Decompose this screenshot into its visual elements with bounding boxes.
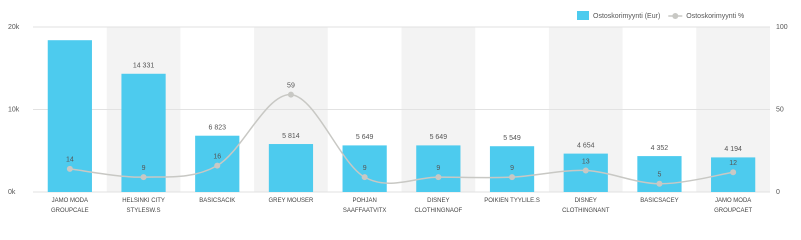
chart: 0k 10k 20k 0 50 100 14 331 6 823 5 814 5 649 5 649… bbox=[8, 11, 788, 196]
bar bbox=[342, 145, 387, 192]
bar bbox=[121, 73, 166, 192]
x-tick-label: DISNEY CLOTHINGNAOF bbox=[414, 198, 463, 214]
x-tick-label: JAMO MODA GROUPCAET bbox=[714, 198, 753, 214]
legend-swatch bbox=[577, 11, 589, 20]
line-point bbox=[214, 162, 221, 169]
line-value-label: 9 bbox=[142, 165, 146, 172]
line-point bbox=[361, 174, 368, 181]
line-point bbox=[140, 174, 147, 181]
legend-label: Ostoskorimyynti % bbox=[686, 13, 744, 20]
bar-value-label: 5 649 bbox=[356, 134, 374, 141]
bar-value-label: 4 352 bbox=[651, 145, 669, 152]
line-point bbox=[656, 180, 663, 187]
bar bbox=[416, 145, 461, 192]
line bbox=[69, 93, 734, 185]
x-tick-label: BASICSACEY bbox=[640, 198, 679, 204]
line-value-label: 12 bbox=[729, 160, 737, 167]
legend-marker bbox=[672, 13, 679, 19]
legend-label: Ostoskorimyynti (Eur) bbox=[593, 13, 660, 20]
bar bbox=[489, 146, 535, 192]
line-point bbox=[66, 165, 73, 172]
page: 0k 10k 20k 0 50 100 14 331 6 823 5 814 5 649 5 649… bbox=[8, 11, 788, 214]
x-tick-label: BASICSACIK bbox=[199, 198, 236, 204]
line-point bbox=[509, 174, 516, 181]
line-value-label: 9 bbox=[510, 165, 514, 172]
line-point bbox=[730, 169, 737, 176]
line-value-label: 16 bbox=[213, 153, 221, 160]
x-tick-label: POHJAN SAAFFAATVITX bbox=[342, 198, 387, 214]
bar-value-label: 5 549 bbox=[503, 135, 521, 142]
y-tick-label: 0k bbox=[8, 189, 16, 196]
line-value-label: 9 bbox=[436, 165, 440, 172]
x-tick-label: HELSINKI CITY STYLESW.S bbox=[122, 198, 165, 214]
y2-tick-label: 0 bbox=[776, 189, 780, 196]
y2-tick-label: 100 bbox=[776, 24, 788, 31]
bar-value-label: 4 194 bbox=[724, 146, 742, 153]
bar-value-label: 5 649 bbox=[430, 134, 448, 141]
line-point bbox=[287, 91, 294, 98]
bar-value-label: 14 331 bbox=[133, 63, 155, 70]
bar-value-label: 6 823 bbox=[208, 125, 226, 132]
line-value-label: 5 bbox=[657, 172, 661, 179]
bar-value-label: 5 814 bbox=[282, 133, 300, 140]
x-tick-label: POIKIEN TYYLILE.S bbox=[484, 198, 540, 204]
bar bbox=[268, 144, 314, 192]
y-tick-label: 10k bbox=[8, 106, 20, 113]
line-value-label: 14 bbox=[66, 157, 74, 164]
y2-tick-label: 50 bbox=[776, 106, 784, 113]
line-value-label: 9 bbox=[363, 165, 367, 172]
x-tick-label: DISNEY CLOTHINGNANT bbox=[562, 198, 610, 214]
bar-value-label: 4 654 bbox=[577, 142, 595, 149]
line-value-label: 13 bbox=[582, 158, 590, 165]
x-tick-label: JAMO MODA GROUPCALE bbox=[51, 198, 89, 214]
y-tick-label: 20k bbox=[8, 24, 20, 31]
x-tick-label: GREY MOUSER bbox=[268, 198, 314, 204]
line-point bbox=[582, 167, 589, 174]
line-value-label: 59 bbox=[287, 82, 295, 89]
line-point bbox=[435, 174, 442, 181]
